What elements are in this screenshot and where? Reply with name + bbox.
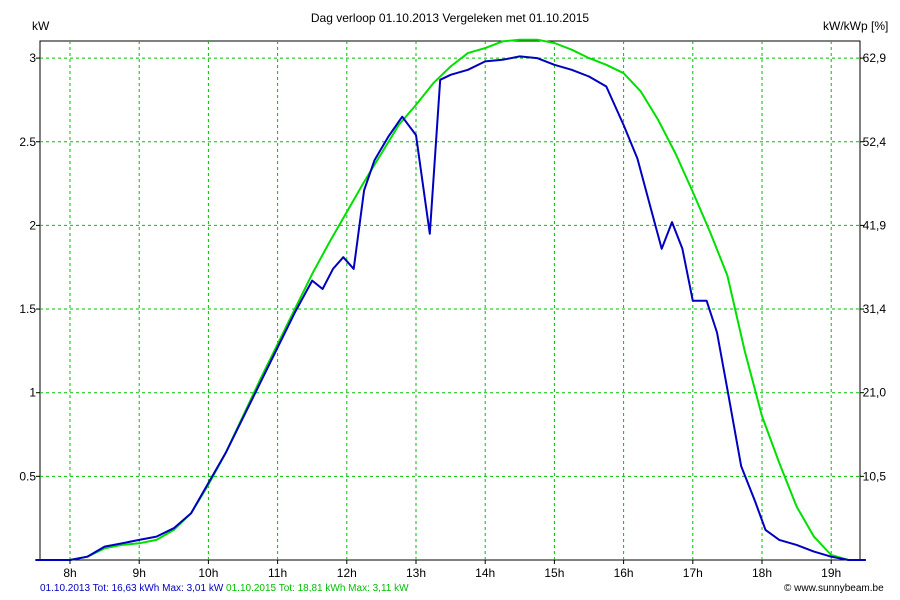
grid: [40, 41, 860, 560]
x-tick-label: 15h: [544, 566, 564, 580]
x-tick-label: 16h: [614, 566, 634, 580]
x-tick-label: 19h: [821, 566, 841, 580]
y-tick-label: 1: [29, 386, 36, 400]
legend-2013: 01.10.2013 Tot: 16,63 kWh Max: 3,01 kW: [40, 583, 224, 594]
x-tick-label: 9h: [133, 566, 146, 580]
x-tick-label: 12h: [337, 566, 357, 580]
x-tick-label: 13h: [406, 566, 426, 580]
x-tick-label: 11h: [268, 566, 287, 580]
x-tick-label: 18h: [752, 566, 772, 580]
plot-frame: [39, 40, 861, 561]
y-tick-label: 3: [29, 51, 36, 65]
ticks-layer: 8h 9h 10h 11h 12h 13h 14h 15h 16h 17h 18h 19h 0.5 10,…: [19, 51, 886, 580]
y-tick-label: 0.5: [19, 469, 36, 483]
y-right-tick-label: 31,4: [863, 302, 887, 316]
y-right-tick-label: 41,9: [863, 218, 887, 232]
y-right-tick-label: 62,9: [863, 51, 887, 65]
series-line-01-10-2013: [35, 55, 866, 561]
y-axis-label-left: kW: [32, 19, 50, 33]
x-tick-label: 14h: [475, 566, 495, 580]
y-tick-label: 2.5: [19, 135, 36, 149]
copyright: © www.sunnybeam.be: [784, 583, 884, 594]
y-tick-label: 1.5: [19, 302, 36, 316]
x-tick-label: 8h: [63, 566, 76, 580]
x-tick-label: 17h: [683, 566, 703, 580]
chart-title: Dag verloop 01.10.2013 Vergeleken met 01…: [310, 11, 590, 25]
x-tick-label: 10h: [198, 566, 218, 580]
legend-footer: 01.10.2013 Tot: 16,63 kWh Max: 3,01 kW 0…: [40, 583, 409, 594]
y-right-tick-label: 52,4: [863, 135, 887, 149]
y-tick-label: 2: [29, 218, 36, 232]
series-layer: [35, 38, 866, 561]
y-axis-label-right: kW/kWp [%]: [823, 19, 889, 33]
y-right-tick-label: 10,5: [863, 469, 887, 483]
y-right-tick-label: 21,0: [863, 386, 887, 400]
legend-2015: 01.10.2015 Tot: 18,81 kWh Max: 3,11 kW: [226, 583, 409, 594]
